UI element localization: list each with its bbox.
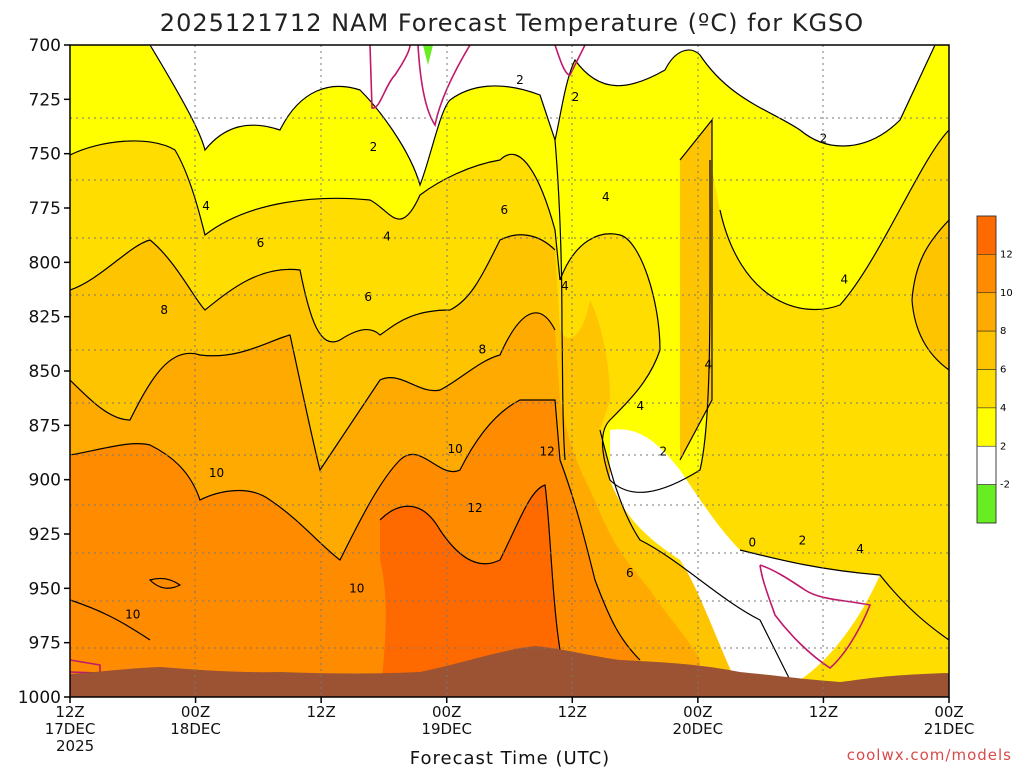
y-tick-label: 850 [29, 362, 61, 382]
y-tick-label: 1000 [18, 688, 61, 708]
contour-label: 4 [602, 190, 610, 204]
contour-label: 2 [660, 444, 668, 458]
y-tick-label: 875 [29, 416, 61, 436]
plot-area [70, 45, 949, 697]
colorbar: 12 10 8 6 4 2 -2 [976, 215, 1013, 524]
y-axis: 700 725 750 775 800 825 850 875 900 925 950 975 1000 [18, 36, 70, 708]
y-tick-label: 950 [29, 579, 61, 599]
colorbar-tick-label: 12 [1000, 249, 1013, 260]
colorbar-bin [976, 445, 997, 485]
colorbar-tick-label: 6 [1000, 365, 1006, 376]
y-tick-label: 800 [29, 253, 61, 273]
credit-text: coolwx.com/models [847, 746, 1012, 764]
contour-label: 8 [160, 303, 168, 317]
freezing-line [70, 45, 872, 674]
contour-label: 2 [572, 90, 580, 104]
colorbar-bin [976, 254, 997, 294]
colorbar-bin [976, 330, 997, 370]
contour-label: 10 [349, 581, 364, 595]
contour-label: 8 [478, 342, 486, 356]
x-tick-label: 21DEC [924, 720, 975, 738]
y-tick-label: 975 [29, 634, 61, 654]
colorbar-tick-label: 4 [1000, 403, 1006, 414]
y-tick-label: 925 [29, 525, 61, 545]
temp-band-below-minus2 [423, 45, 433, 65]
x-tick-label: 12Z [558, 703, 587, 721]
x-tick-label: 00Z [432, 703, 461, 721]
contour-label: 12 [540, 444, 555, 458]
y-tick-label: 725 [29, 90, 61, 110]
contour-label: 6 [257, 236, 265, 250]
contour-lines [70, 45, 949, 681]
temp-band-below-2 [610, 429, 880, 690]
x-tick-label: 17DEC [45, 720, 96, 738]
y-tick-label: 700 [29, 36, 61, 56]
chart-title: 2025121712 NAM Forecast Temperature (ºC)… [160, 9, 864, 37]
y-tick-label: 900 [29, 471, 61, 491]
x-tick-label: 20DEC [673, 720, 724, 738]
temp-band-12-14 [380, 485, 560, 697]
colorbar-bin [976, 407, 997, 447]
contour-label: 2 [799, 534, 807, 548]
x-tick-label: 18DEC [170, 720, 221, 738]
x-tick-label: 2025 [56, 737, 94, 755]
contour-label: 4 [705, 357, 713, 371]
contour-label: 10 [209, 466, 224, 480]
contour-label: 10 [125, 607, 140, 621]
contour-label: 2 [370, 140, 378, 154]
contour-label: 4 [561, 279, 569, 293]
colorbar-bin [976, 484, 997, 524]
contour-label: 10 [447, 442, 462, 456]
contour-label: 4 [841, 273, 849, 287]
y-tick-label: 825 [29, 308, 61, 328]
contour-label: 0 [748, 536, 756, 550]
colorbar-tick-label: 2 [1000, 441, 1006, 452]
x-axis-label: Forecast Time (UTC) [410, 748, 610, 768]
x-tick-label: 12Z [306, 703, 335, 721]
contour-label: 12 [467, 501, 482, 515]
colorbar-bin [976, 292, 997, 332]
x-tick-label: 12Z [809, 703, 838, 721]
contour-label: 6 [364, 290, 372, 304]
temp-band-6-8-east [680, 120, 949, 460]
x-tick-label: 00Z [683, 703, 712, 721]
contour-label: 6 [626, 566, 634, 580]
contour-label: 4 [202, 199, 210, 213]
contour-label: 4 [383, 229, 391, 243]
terrain [70, 646, 949, 697]
grid [70, 45, 949, 697]
contour-label: 2 [516, 73, 524, 87]
colorbar-bin [976, 369, 997, 409]
colorbar-tick-label: 10 [1000, 288, 1013, 299]
contour-label: 6 [500, 203, 508, 217]
x-tick-label: 12Z [55, 703, 84, 721]
contour-label: 4 [636, 399, 644, 413]
y-tick-label: 750 [29, 145, 61, 165]
x-tick-label: 00Z [934, 703, 963, 721]
contour-label: 2 [820, 131, 828, 145]
colorbar-bin [976, 215, 997, 255]
colorbar-tick-label: -2 [1000, 480, 1010, 491]
contour-labels: 2 2 2 2 4 4 6 4 6 4 4 6 8 8 4 4 10 2 12 10 12 0 2 4 6 10 10 [125, 73, 864, 622]
x-tick-label: 19DEC [421, 720, 472, 738]
x-tick-label: 00Z [181, 703, 210, 721]
colorbar-tick-label: 8 [1000, 326, 1006, 337]
contour-label: 4 [856, 542, 864, 556]
y-tick-label: 775 [29, 199, 61, 219]
colorbar-frame [976, 215, 997, 524]
